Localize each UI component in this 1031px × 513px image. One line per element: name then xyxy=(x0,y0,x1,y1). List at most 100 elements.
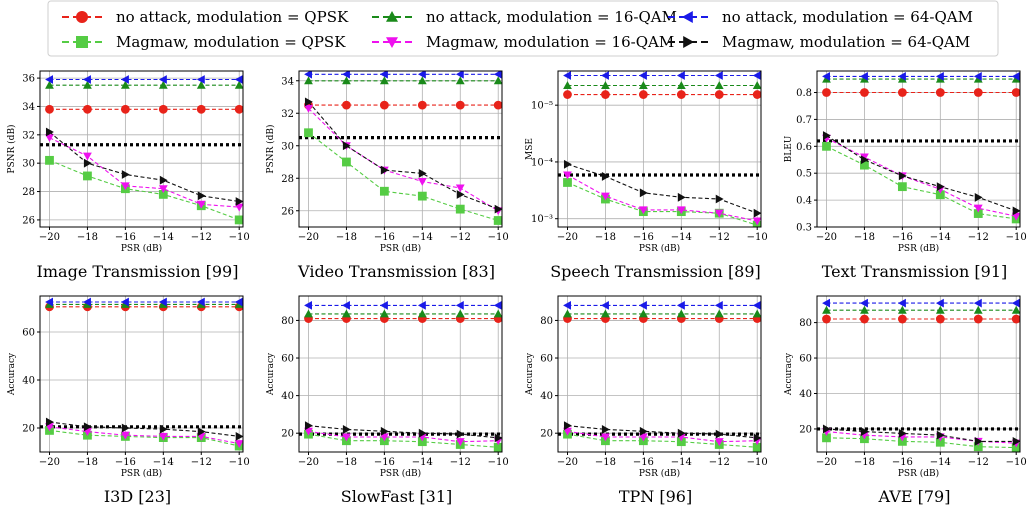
x-tick-label: −12 xyxy=(450,232,471,243)
data-point xyxy=(822,71,831,81)
data-point xyxy=(234,215,243,225)
series-layer xyxy=(817,298,1020,452)
chart-panel: −20 −18 −16 −14 −12 −10 26 28 30 32 34 36 PSR (dB) PS… xyxy=(6,70,250,281)
x-tick-label: −10 xyxy=(1006,457,1027,468)
data-point xyxy=(1011,88,1020,97)
x-tick-label: −14 xyxy=(412,457,433,468)
chart-caption: SlowFast [31] xyxy=(341,487,453,506)
data-point xyxy=(973,71,982,81)
data-point xyxy=(158,432,168,441)
x-tick-label: −20 xyxy=(557,232,578,243)
y-tick-label: 36 xyxy=(22,74,35,85)
data-point xyxy=(601,81,610,90)
data-point xyxy=(822,424,831,434)
data-point xyxy=(196,104,206,114)
plot-frame xyxy=(298,70,503,228)
data-point xyxy=(974,193,983,202)
x-tick-label: −18 xyxy=(854,457,875,468)
x-tick-label: −14 xyxy=(930,232,951,243)
y-tick-label: 80 xyxy=(540,316,553,327)
series-line xyxy=(308,132,499,222)
data-point xyxy=(676,71,685,80)
data-point xyxy=(158,104,168,114)
data-point xyxy=(715,194,724,204)
chart-caption: Video Transmission [83] xyxy=(297,262,495,281)
series-line xyxy=(826,135,1017,212)
y-tick-label: 34 xyxy=(22,102,35,113)
x-axis-label: PSR (dB) xyxy=(380,468,421,479)
y-axis-label: PSNR (dB) xyxy=(265,124,276,173)
data-point xyxy=(897,88,907,97)
y-tick-label: 0.3 xyxy=(796,223,812,234)
legend-marker xyxy=(386,37,398,48)
y-tick-label: 60 xyxy=(22,328,35,339)
series-line xyxy=(826,145,1017,220)
x-tick-label: −18 xyxy=(595,232,616,243)
data-point xyxy=(235,197,243,206)
data-point xyxy=(563,178,572,187)
y-tick-label: 28 xyxy=(281,174,294,185)
data-point xyxy=(638,71,647,80)
data-point xyxy=(897,71,906,81)
x-tick-label: −20 xyxy=(298,232,319,243)
chart-caption: Speech Transmission [89] xyxy=(550,262,761,281)
data-point xyxy=(45,417,54,427)
chart-caption: Image Transmission [99] xyxy=(37,262,239,281)
data-point xyxy=(379,71,388,79)
data-point xyxy=(456,429,465,439)
data-point xyxy=(822,298,831,308)
data-point xyxy=(563,300,572,310)
plot-area xyxy=(299,71,502,227)
data-point xyxy=(158,297,167,307)
legend-entry: Magmaw, modulation = 16-QAM xyxy=(372,33,674,51)
series-layer xyxy=(558,300,761,452)
chart-caption: TPN [96] xyxy=(619,487,692,506)
series-layer xyxy=(558,71,761,227)
y-tick-label: 34 xyxy=(281,76,294,87)
series-line xyxy=(49,159,240,221)
series-line xyxy=(826,428,1017,442)
data-point xyxy=(973,209,983,218)
x-axis-label: PSR (dB) xyxy=(380,243,421,254)
data-point xyxy=(342,309,351,318)
chart-panel: −20 −18 −16 −14 −12 −10 20 40 60 PSR (dB) Accuracy… xyxy=(7,295,250,506)
legend-label: Magmaw, modulation = QPSK xyxy=(116,33,346,51)
x-tick-label: −16 xyxy=(374,457,395,468)
x-tick-label: −16 xyxy=(115,232,136,243)
plot-area xyxy=(558,71,761,227)
x-tick-label: −10 xyxy=(747,457,768,468)
data-point xyxy=(601,71,609,80)
data-point xyxy=(304,300,313,310)
data-point xyxy=(1011,212,1020,221)
y-tick-label: 10⁻³ xyxy=(531,214,553,225)
x-tick-label: −20 xyxy=(39,457,60,468)
data-point xyxy=(752,442,761,452)
data-point xyxy=(973,88,983,97)
data-point xyxy=(676,437,686,447)
data-point xyxy=(120,297,129,307)
series-line xyxy=(49,131,240,203)
chart-panel: −20 −18 −16 −14 −12 −10 20 40 60 80 PSR (dB) Accura… xyxy=(525,295,768,506)
series-layer xyxy=(299,300,502,452)
data-point xyxy=(563,421,572,431)
chart-panel: −20 −18 −16 −14 −12 −10 10⁻⁵ 10⁻⁴ 10⁻³ PSR (dB) MS… xyxy=(525,70,768,281)
data-point xyxy=(936,182,945,192)
plot-frame xyxy=(816,295,1021,453)
data-point xyxy=(601,300,609,310)
chart-panel: −20 −18 −16 −14 −12 −10 0.3 0.4 0.5 0.6 0.7 0.8 PSR … xyxy=(784,70,1027,281)
data-point xyxy=(638,433,648,442)
data-point xyxy=(455,76,465,85)
data-point xyxy=(822,141,831,151)
data-point xyxy=(417,300,426,310)
x-tick-label: −12 xyxy=(191,232,212,243)
data-point xyxy=(418,428,427,438)
data-point xyxy=(563,159,572,169)
data-point xyxy=(342,76,351,85)
data-point xyxy=(83,171,92,181)
data-point xyxy=(753,208,761,218)
y-tick-label: 32 xyxy=(281,109,294,120)
x-tick-label: −20 xyxy=(816,232,837,243)
data-point xyxy=(1011,298,1020,308)
data-point xyxy=(676,300,685,310)
